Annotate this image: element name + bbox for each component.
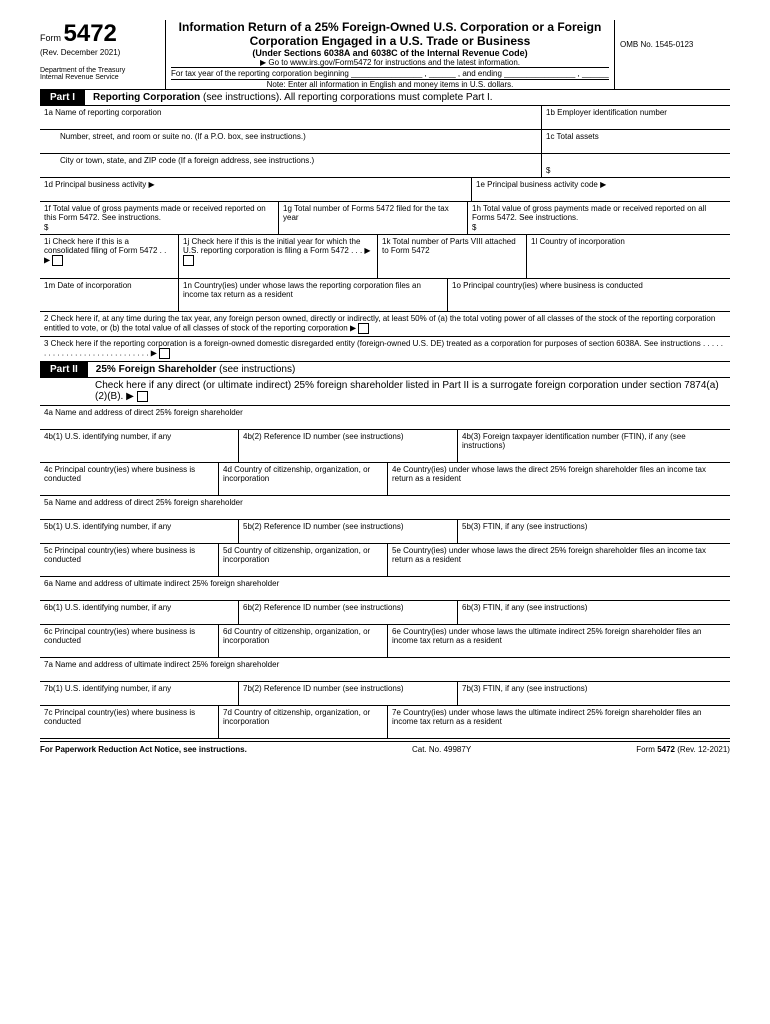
field-6e[interactable]: 6e Country(ies) under whose laws the ult…: [388, 625, 730, 657]
field-4d[interactable]: 4d Country of citizenship, organization,…: [219, 463, 388, 495]
field-address[interactable]: Number, street, and room or suite no. (I…: [40, 130, 542, 153]
form-title: Information Return of a 25% Foreign-Owne…: [171, 20, 609, 48]
field-1o[interactable]: 1o Principal country(ies) where business…: [448, 279, 730, 311]
department-line: Department of the Treasury Internal Reve…: [40, 67, 160, 81]
footer-right: Form 5472 (Rev. 12-2021): [636, 745, 730, 754]
field-5c[interactable]: 5c Principal country(ies) where business…: [40, 544, 219, 576]
field-7b1[interactable]: 7b(1) U.S. identifying number, if any: [40, 682, 239, 705]
form-header: Form 5472 (Rev. December 2021) Departmen…: [40, 20, 730, 90]
field-1a[interactable]: 1a Name of reporting corporation: [40, 106, 542, 129]
field-4b1[interactable]: 4b(1) U.S. identifying number, if any: [40, 430, 239, 462]
field-1d[interactable]: 1d Principal business activity ▶: [40, 178, 472, 201]
omb-number: OMB No. 1545-0123: [620, 40, 730, 49]
field-5b3[interactable]: 5b(3) FTIN, if any (see instructions): [458, 520, 730, 543]
field-6a[interactable]: 6a Name and address of ultimate indirect…: [40, 577, 730, 600]
field-5a[interactable]: 5a Name and address of direct 25% foreig…: [40, 496, 730, 519]
field-1k[interactable]: 1k Total number of Parts VIII attached t…: [378, 235, 527, 278]
field-1m[interactable]: 1m Date of incorporation: [40, 279, 179, 311]
footer-center: Cat. No. 49987Y: [412, 745, 471, 754]
field-4c[interactable]: 4c Principal country(ies) where business…: [40, 463, 219, 495]
field-1l[interactable]: 1l Country of incorporation: [527, 235, 730, 278]
part2-title: 25% Foreign Shareholder (see instruction…: [88, 364, 296, 375]
tax-year-line: For tax year of the reporting corporatio…: [171, 67, 609, 80]
field-7a[interactable]: 7a Name and address of ultimate indirect…: [40, 658, 730, 681]
field-4b2[interactable]: 4b(2) Reference ID number (see instructi…: [239, 430, 458, 462]
part2-check-text[interactable]: Check here if any direct (or ultimate in…: [40, 378, 730, 405]
part2-header: Part II 25% Foreign Shareholder (see ins…: [40, 362, 730, 378]
field-5b1[interactable]: 5b(1) U.S. identifying number, if any: [40, 520, 239, 543]
field-6b3[interactable]: 6b(3) FTIN, if any (see instructions): [458, 601, 730, 624]
part1-header: Part I Reporting Corporation (see instru…: [40, 90, 730, 106]
form-number: 5472: [64, 20, 117, 47]
field-5b2[interactable]: 5b(2) Reference ID number (see instructi…: [239, 520, 458, 543]
field-1h[interactable]: 1h Total value of gross payments made or…: [468, 202, 730, 234]
field-1c[interactable]: 1c Total assets: [542, 130, 730, 153]
checkbox-3[interactable]: [159, 348, 170, 359]
form-label: Form: [40, 33, 61, 43]
field-1b[interactable]: 1b Employer identification number: [542, 106, 730, 129]
field-4b3[interactable]: 4b(3) Foreign taxpayer identification nu…: [458, 430, 730, 462]
field-6b2[interactable]: 6b(2) Reference ID number (see instructi…: [239, 601, 458, 624]
footer-left: For Paperwork Reduction Act Notice, see …: [40, 745, 247, 754]
page-footer: For Paperwork Reduction Act Notice, see …: [40, 741, 730, 754]
field-4e[interactable]: 4e Country(ies) under whose laws the dir…: [388, 463, 730, 495]
field-6c[interactable]: 6c Principal country(ies) where business…: [40, 625, 219, 657]
part1-label: Part I: [40, 90, 85, 105]
field-7e[interactable]: 7e Country(ies) under whose laws the ult…: [388, 706, 730, 738]
checkbox-part2[interactable]: [137, 391, 148, 402]
field-1i[interactable]: 1i Check here if this is a consolidated …: [40, 235, 179, 278]
field-5d[interactable]: 5d Country of citizenship, organization,…: [219, 544, 388, 576]
field-7d[interactable]: 7d Country of citizenship, organization,…: [219, 706, 388, 738]
field-4a[interactable]: 4a Name and address of direct 25% foreig…: [40, 406, 730, 429]
part2-label: Part II: [40, 362, 88, 377]
goto-link: ▶ Go to www.irs.gov/Form5472 for instruc…: [171, 58, 609, 67]
field-1g[interactable]: 1g Total number of Forms 5472 filed for …: [279, 202, 468, 234]
field-7c[interactable]: 7c Principal country(ies) where business…: [40, 706, 219, 738]
field-1f[interactable]: 1f Total value of gross payments made or…: [40, 202, 279, 234]
field-1e[interactable]: 1e Principal business activity code ▶: [472, 178, 730, 201]
note-line: Note: Enter all information in English a…: [171, 80, 609, 89]
field-7b3[interactable]: 7b(3) FTIN, if any (see instructions): [458, 682, 730, 705]
field-1c-value[interactable]: [542, 154, 730, 177]
field-7b2[interactable]: 7b(2) Reference ID number (see instructi…: [239, 682, 458, 705]
field-3[interactable]: 3 Check here if the reporting corporatio…: [40, 337, 730, 361]
field-5e[interactable]: 5e Country(ies) under whose laws the dir…: [388, 544, 730, 576]
field-2[interactable]: 2 Check here if, at any time during the …: [40, 312, 730, 336]
checkbox-1j[interactable]: [183, 255, 194, 266]
field-6d[interactable]: 6d Country of citizenship, organization,…: [219, 625, 388, 657]
revision-date: (Rev. December 2021): [40, 48, 160, 57]
checkbox-2[interactable]: [358, 323, 369, 334]
field-city[interactable]: City or town, state, and ZIP code (If a …: [40, 154, 542, 177]
checkbox-1i[interactable]: [52, 255, 63, 266]
field-1j[interactable]: 1j Check here if this is the initial yea…: [179, 235, 378, 278]
field-1n[interactable]: 1n Country(ies) under whose laws the rep…: [179, 279, 448, 311]
form-subtitle: (Under Sections 6038A and 6038C of the I…: [171, 48, 609, 58]
part1-title: Reporting Corporation (see instructions)…: [85, 92, 493, 103]
field-6b1[interactable]: 6b(1) U.S. identifying number, if any: [40, 601, 239, 624]
